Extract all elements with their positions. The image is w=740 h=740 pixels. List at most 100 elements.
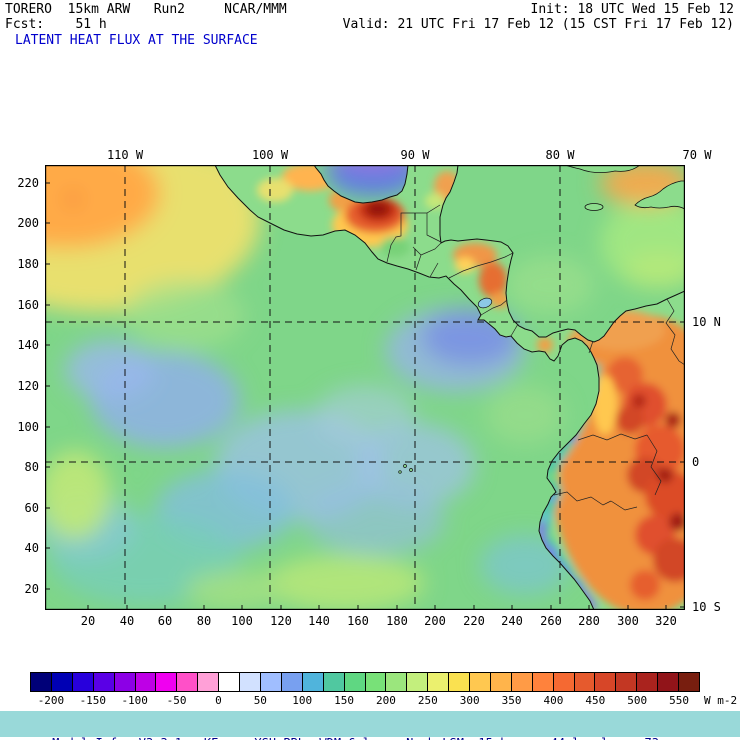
right-axis-label: 10 N [692,315,721,329]
bottom-axis-label: 100 [231,614,253,628]
bottom-axis-label: 220 [463,614,485,628]
colorbar [30,672,700,692]
colorbar-cell [135,673,157,691]
colorbar-cell [281,673,303,691]
coastline [214,165,685,610]
colorbar-tick-label: 450 [585,694,606,707]
left-axis-label: 120 [17,379,39,393]
bottom-axis-label: 260 [540,614,562,628]
colorbar-cell [407,673,429,691]
map-frame [45,165,685,610]
bottom-axis-label: 160 [347,614,369,628]
top-axis-label: 110 W [106,148,144,162]
galapagos-island [398,470,402,474]
left-axis-label: 100 [17,420,39,434]
colorbar-cell [532,673,554,691]
ocean-flux-field [45,165,685,610]
colorbar-cell [344,673,366,691]
colorbar-tick-label: -100 [121,694,148,707]
left-axis-label: 40 [24,541,39,555]
colorbar-cell [428,673,450,691]
bottom-axis-label: 200 [424,614,446,628]
colorbar-tick-label: 300 [459,694,480,707]
galapagos-island [409,468,413,472]
bottom-axis-label: 240 [501,614,523,628]
valid-time-text: Valid: 21 UTC Fri 17 Feb 12 (15 CST Fri … [342,17,734,32]
colorbar-cell [177,673,199,691]
colorbar-tick-label: -50 [166,694,187,707]
left-axis-label: 160 [17,298,39,312]
colorbar-cell [198,673,220,691]
country-borders [386,204,685,511]
hispaniola-island [634,180,685,210]
colorbar-cell [386,673,408,691]
bottom-axis-label: 180 [386,614,408,628]
colorbar-labels: -200 -150 -100 -50 0 50 100 150 200 250 300 350 400 4… [30,695,700,708]
colorbar-cell [51,673,73,691]
right-axis-label: 10 S [692,600,721,614]
model-info-footer: Model Info: V3.3.1 KF YSU PBL WDM 6class… [0,711,740,740]
colorbar-cell [679,673,699,691]
bottom-axis-label: 140 [308,614,330,628]
colorbar-cell [156,673,178,691]
colorbar-cell [470,673,491,691]
colorbar-cell [323,673,345,691]
cuba-tip [564,165,641,173]
left-axis-label: 220 [17,176,39,190]
colorbar-tick-label: 50 [253,694,267,707]
map-plot-area: 110 W 100 W 90 W 80 W 70 W 20 40 60 80 100 120 140 1… [17,149,721,627]
colorbar-tick-label: -200 [37,694,65,707]
colorbar-cell [449,673,471,691]
bottom-axis-label: 300 [617,614,639,628]
colorbar-cell [595,673,617,691]
top-axis-label: 90 W [400,148,430,162]
bottom-axis-label: 20 [80,614,96,628]
top-axis-label: 100 W [251,148,289,162]
bottom-axis-label: 280 [578,614,600,628]
colorbar-tick-label: 150 [334,694,354,707]
colorbar-tick-label: 350 [501,694,522,707]
colorbar-cell [219,673,241,691]
colorbar-unit: W m-2 [704,694,738,707]
colorbar-cell [637,673,659,691]
init-time-text: Init: 18 UTC Wed 15 Feb 12 [530,2,735,17]
left-axis-label: 80 [24,460,39,474]
colorbar-cell [260,673,282,691]
colorbar-tick-label: 400 [543,694,564,707]
top-axis-label: 70 W [682,148,712,162]
colorbar-tick-label: 550 [669,694,689,707]
colorbar-cell [114,673,136,691]
colorbar-cell [490,673,512,691]
header-line-1: TORERO 15km ARW Run2 NCAR/MMM Init: 18 U… [5,2,734,17]
colorbar-cell [658,673,680,691]
bottom-axis-label: 80 [196,614,212,628]
model-id-text: TORERO 15km ARW Run2 NCAR/MMM [5,2,287,17]
galapagos-island [403,464,407,468]
forecast-hour-text: Fcst: 51 h [5,17,107,32]
colorbar-cell [365,673,387,691]
colorbar-cell [93,673,115,691]
colorbar-cell [511,673,533,691]
top-axis-label: 80 W [545,148,575,162]
islands-and-lakes [398,165,685,474]
colorbar-cell [574,673,596,691]
left-axis-label: 180 [17,257,39,271]
colorbar-cell [553,673,575,691]
colorbar-cell [616,673,638,691]
bottom-axis-label: 40 [119,614,135,628]
colorbar-cell [240,673,261,691]
colorbar-cell [72,673,94,691]
colorbar-tick-label: 0 [215,694,222,707]
colorbar-tick-label: 200 [376,694,396,707]
bottom-axis-label: 320 [655,614,677,628]
model-info-line-1: Model Info: V3.3.1 KF YSU PBL WDM 6class… [0,737,740,740]
colorbar-cell [302,673,324,691]
left-axis-label: 140 [17,338,39,352]
lake-nicaragua [477,297,493,309]
left-axis-label: 60 [24,501,39,515]
colorbar-tick-label: 250 [417,694,438,707]
latent-heat-flux-map [45,165,685,610]
right-axis-label: 0 [692,455,700,469]
header-line-2: Fcst: 51 h Valid: 21 UTC Fri 17 Feb 12 (… [5,17,734,32]
